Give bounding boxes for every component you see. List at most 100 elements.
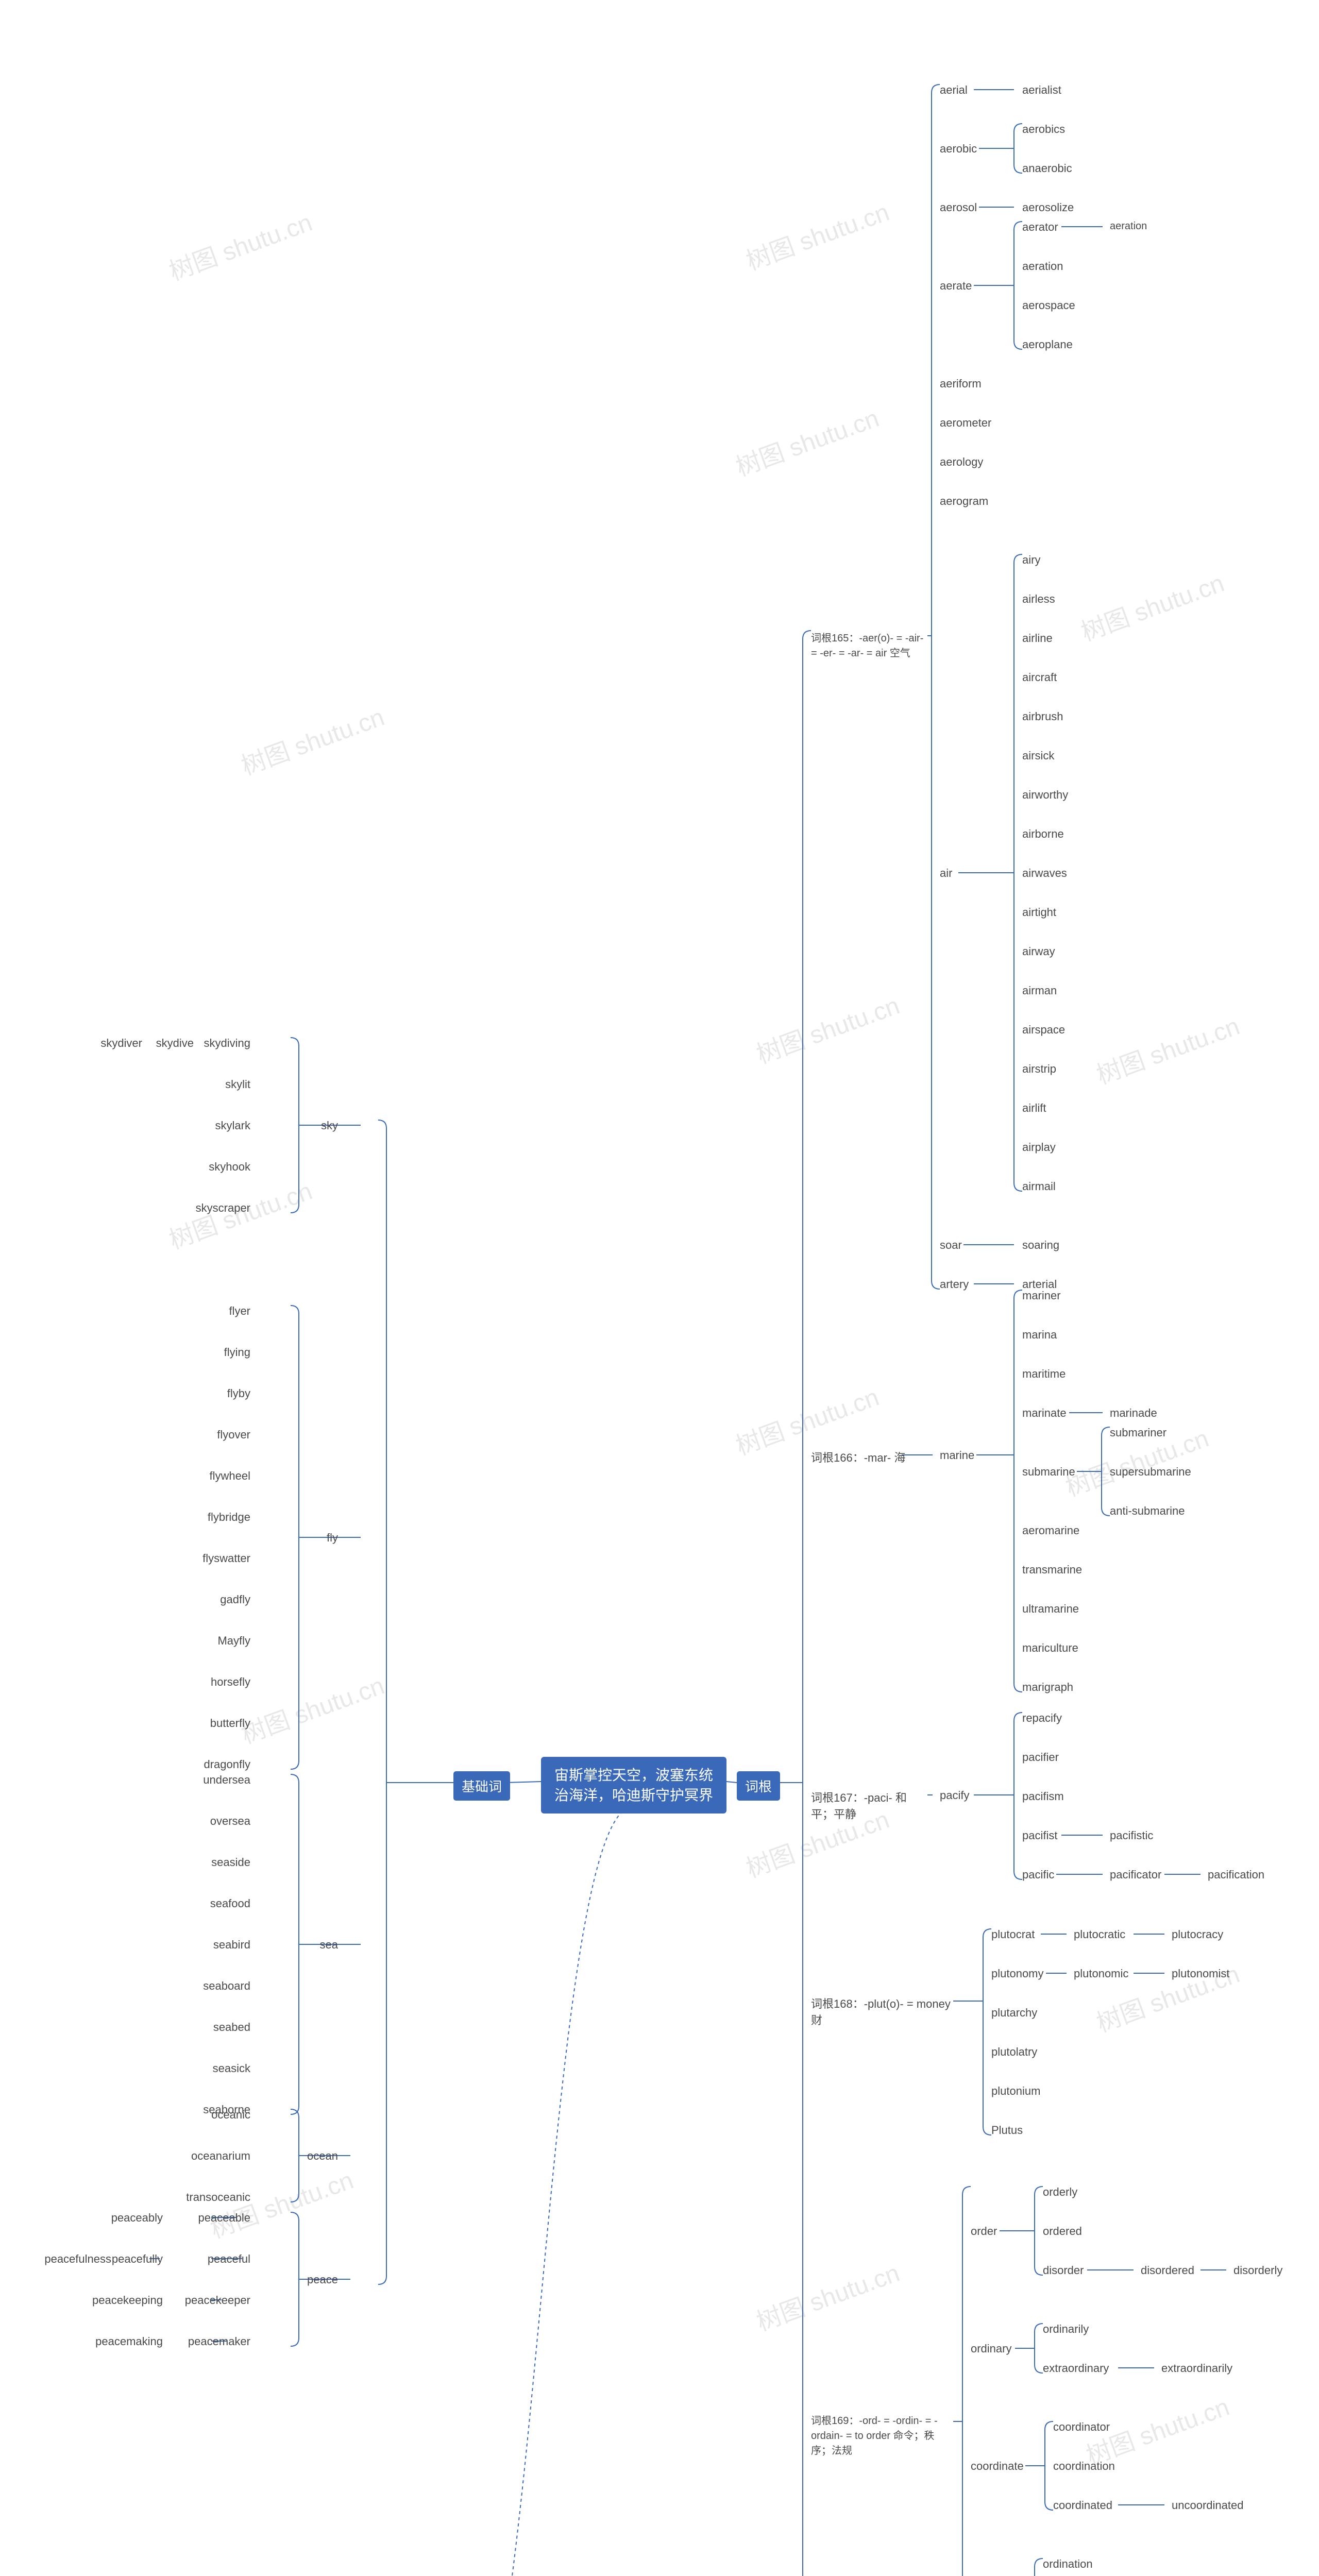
leaf-aerobic: aerobic (938, 141, 979, 157)
leaf-pacifist: pacifist (1020, 1828, 1059, 1843)
leaf-aerobics: aerobics (1020, 122, 1067, 137)
leaf-soar: soar (938, 1238, 964, 1253)
leaf-marinate: marinate (1020, 1405, 1069, 1421)
leaf-marx4: marigraph (1020, 1680, 1075, 1695)
leaf-aerialist: aerialist (1020, 82, 1063, 98)
leaf-peaceable: peaceable (196, 2210, 252, 2226)
leaf-air13: airstrip (1020, 1061, 1058, 1077)
leaf-sky: sky (319, 1118, 340, 1133)
leaf-fly: fly (325, 1530, 340, 1546)
leaf-fly0: flyer (227, 1303, 252, 1319)
leaf-coordinator: coordinator (1051, 2419, 1112, 2435)
leaf-marx1: transmarine (1020, 1562, 1084, 1578)
watermark: 树图 shutu.cn (235, 697, 388, 782)
leaf-coordinated: coordinated (1051, 2498, 1114, 2513)
root-node: 宙斯掌控天空，波塞东统治海洋，哈迪斯守护冥界 (541, 1757, 726, 1814)
leaf-coordinate: coordinate (969, 2459, 1026, 2474)
leaf-fly6: flyswatter (200, 1551, 252, 1566)
leaf-aex3: aerogram (938, 494, 990, 509)
watermark: 树图 shutu.cn (235, 1665, 388, 1750)
leaf-ordinarily: ordinarily (1041, 2321, 1091, 2337)
leaf-aerate: aerate (938, 278, 974, 294)
leaf-plutocratic: plutocratic (1072, 1927, 1127, 1942)
leaf-ordination: ordination (1041, 2556, 1095, 2572)
leaf-sea7: seasick (211, 2061, 252, 2076)
leaf-plutonomy: plutonomy (989, 1966, 1046, 1981)
leaf-extraordinarily: extraordinarily (1159, 2361, 1235, 2376)
leaf-skyscraper: skyscraper (194, 1200, 252, 1216)
leaf-ordinary: ordinary (969, 2341, 1013, 2357)
leaf-aerosolize: aerosolize (1020, 200, 1076, 215)
watermark: 树图 shutu.cn (730, 398, 883, 483)
leaf-sea0: undersea (201, 1772, 252, 1788)
leaf-sea3: seafood (208, 1896, 252, 1911)
leaf-plu2: plutonium (989, 2083, 1042, 2099)
leaf-fly1: flying (222, 1345, 252, 1360)
leaf-peacemaking: peacemaking (93, 2334, 165, 2349)
leaf-pacific: pacific (1020, 1867, 1056, 1883)
leaf-marinade: marinade (1108, 1405, 1159, 1421)
leaf-uncoordinated: uncoordinated (1170, 2498, 1245, 2513)
leaf-marx2: ultramarine (1020, 1601, 1081, 1617)
leaf-plu3: Plutus (989, 2123, 1025, 2138)
leaf-disordered: disordered (1139, 2263, 1196, 2278)
leaf-aerosol: aerosol (938, 200, 979, 215)
leaf-plutonomic: plutonomic (1072, 1966, 1130, 1981)
watermark: 树图 shutu.cn (1075, 563, 1228, 648)
leaf-air2: airline (1020, 631, 1055, 646)
leaf-air9: airtight (1020, 905, 1058, 920)
leaf-skydive: skydive (154, 1036, 196, 1051)
leaf-marx3: mariculture (1020, 1640, 1080, 1656)
watermark: 树图 shutu.cn (740, 192, 893, 277)
branch-roots: 词根 (737, 1771, 780, 1801)
leaf-air6: airworthy (1020, 787, 1070, 803)
leaf-r169: 词根169：-ord- = -ordin- = -ordain- = to or… (809, 2411, 953, 2458)
leaf-air7: airborne (1020, 826, 1066, 842)
leaf-aer2: aerospace (1020, 298, 1077, 313)
leaf-r166: 词根166：-mar- 海 (809, 1448, 907, 1466)
leaf-fly3: flyover (215, 1427, 252, 1443)
leaf-order: order (969, 2224, 999, 2239)
watermark: 树图 shutu.cn (1091, 1006, 1244, 1091)
watermark: 树图 shutu.cn (751, 985, 904, 1070)
leaf-peacekeeping: peacekeeping (90, 2293, 165, 2308)
leaf-air1: airless (1020, 591, 1057, 607)
leaf-peace: peace (305, 2272, 340, 2287)
leaf-anaerobic: anaerobic (1020, 161, 1074, 176)
leaf-mar2: maritime (1020, 1366, 1068, 1382)
leaf-plutocrat: plutocrat (989, 1927, 1037, 1942)
leaf-plutonomist: plutonomist (1170, 1966, 1232, 1981)
leaf-mar0: mariner (1020, 1288, 1063, 1303)
leaf-air16: airmail (1020, 1179, 1058, 1194)
leaf-extraordinary: extraordinary (1041, 2361, 1111, 2376)
leaf-ocean: ocean (305, 2148, 340, 2164)
leaf-skydiving: skydiving (202, 1036, 252, 1051)
leaf-pacificator: pacificator (1108, 1867, 1163, 1883)
leaf-air10: airway (1020, 944, 1057, 959)
leaf-sea6: seabed (211, 2020, 252, 2035)
leaf-air15: airplay (1020, 1140, 1058, 1155)
leaf-oc1: oceanarium (189, 2148, 252, 2164)
leaf-air4: airbrush (1020, 709, 1065, 724)
leaf-air12: airspace (1020, 1022, 1067, 1038)
leaf-fly5: flybridge (206, 1510, 252, 1525)
leaf-fly10: butterfly (208, 1716, 252, 1731)
leaf-sea1: oversea (208, 1814, 252, 1829)
leaf-plutocracy: plutocracy (1170, 1927, 1225, 1942)
leaf-air3: aircraft (1020, 670, 1059, 685)
leaf-orderly: orderly (1041, 2184, 1079, 2200)
leaf-sea4: seabird (211, 1937, 252, 1953)
leaf-pac0: repacify (1020, 1710, 1064, 1726)
leaf-peaceably: peaceably (109, 2210, 165, 2226)
leaf-coordination: coordination (1051, 2459, 1117, 2474)
leaf-disorderly: disorderly (1231, 2263, 1284, 2278)
leaf-peacekeeper: peacekeeper (183, 2293, 252, 2308)
leaf-fly4: flywheel (208, 1468, 252, 1484)
leaf-mar1: marina (1020, 1327, 1059, 1343)
leaf-oc0: oceanic (209, 2107, 252, 2123)
leaf-air11: airman (1020, 983, 1059, 998)
leaf-marine: marine (938, 1448, 976, 1463)
leaf-r168: 词根168：-plut(o)- = money 财 (809, 1994, 953, 2029)
leaf-skydiver: skydiver (98, 1036, 144, 1051)
leaf-disorder: disorder (1041, 2263, 1086, 2278)
